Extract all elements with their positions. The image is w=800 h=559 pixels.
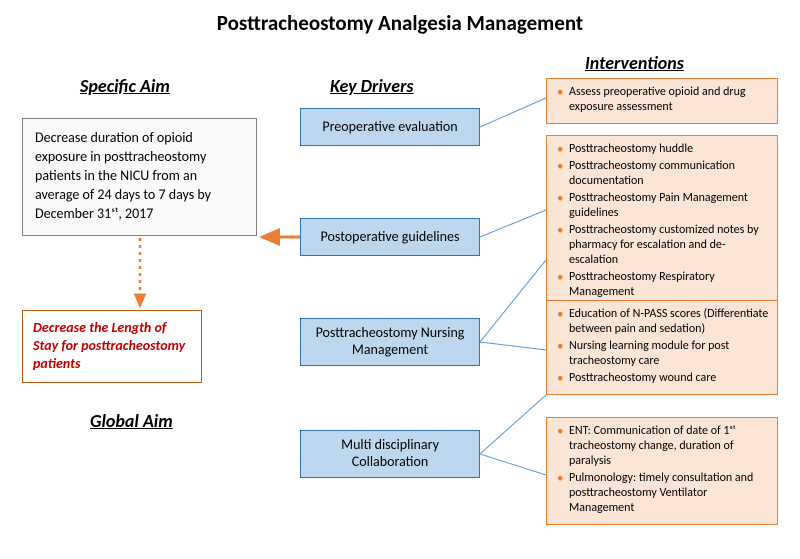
- driver-label: Postoperative guidelines: [321, 229, 460, 246]
- driver-label: Posttracheostomy Nursing Management: [307, 325, 473, 359]
- page-title: Posttracheostomy Analgesia Management: [0, 10, 800, 36]
- intervention-box-2: Posttracheostomy huddle Posttracheostomy…: [546, 135, 778, 309]
- global-aim-text: Decrease the Length of Stay for posttrac…: [33, 319, 185, 372]
- intervention-item: Education of N-PASS scores (Differentiat…: [555, 307, 771, 337]
- specific-aim-box: Decrease duration of opioid exposure in …: [22, 118, 257, 236]
- intervention-item: Assess preoperative opioid and drug expo…: [555, 85, 771, 115]
- connector-line: [480, 260, 546, 342]
- specific-aim-header: Specific Aim: [80, 75, 170, 97]
- intervention-item: Posttracheostomy Pain Management guideli…: [555, 191, 771, 221]
- intervention-item: ENT: Communication of date of 1ˢᵗ trache…: [555, 424, 771, 469]
- intervention-box-3: Education of N-PASS scores (Differentiat…: [546, 300, 778, 395]
- connector-line: [480, 395, 546, 454]
- intervention-box-4: ENT: Communication of date of 1ˢᵗ trache…: [546, 417, 778, 525]
- driver-label: Multi disciplinary Collaboration: [307, 437, 473, 471]
- driver-postoperative: Postoperative guidelines: [300, 218, 480, 256]
- specific-aim-text: Decrease duration of opioid exposure in …: [35, 129, 211, 222]
- key-drivers-header: Key Drivers: [330, 75, 414, 97]
- connector-line: [480, 342, 546, 350]
- intervention-list: ENT: Communication of date of 1ˢᵗ trache…: [555, 424, 771, 516]
- driver-preoperative: Preoperative evaluation: [300, 108, 480, 146]
- intervention-list: Education of N-PASS scores (Differentiat…: [555, 307, 771, 386]
- intervention-item: Nursing learning module for post tracheo…: [555, 339, 771, 369]
- global-aim-box: Decrease the Length of Stay for posttrac…: [22, 310, 202, 383]
- intervention-item: Posttracheostomy wound care: [555, 371, 771, 386]
- intervention-item: Posttracheostomy customized notes by pha…: [555, 223, 771, 268]
- intervention-item: Pulmonology: timely consultation and pos…: [555, 471, 771, 516]
- connector-line: [480, 210, 546, 237]
- intervention-item: Posttracheostomy communication documenta…: [555, 159, 771, 189]
- connector-line: [480, 454, 546, 475]
- intervention-list: Posttracheostomy huddle Posttracheostomy…: [555, 142, 771, 300]
- intervention-list: Assess preoperative opioid and drug expo…: [555, 85, 771, 115]
- intervention-item: Posttracheostomy Respiratory Management: [555, 270, 771, 300]
- global-aim-header: Global Aim: [90, 410, 173, 432]
- interventions-header: Interventions: [585, 52, 684, 74]
- connector-line: [480, 98, 546, 127]
- driver-multidisciplinary: Multi disciplinary Collaboration: [300, 430, 480, 478]
- intervention-item: Posttracheostomy huddle: [555, 142, 771, 157]
- intervention-box-1: Assess preoperative opioid and drug expo…: [546, 78, 778, 124]
- driver-nursing: Posttracheostomy Nursing Management: [300, 318, 480, 366]
- driver-label: Preoperative evaluation: [322, 119, 457, 136]
